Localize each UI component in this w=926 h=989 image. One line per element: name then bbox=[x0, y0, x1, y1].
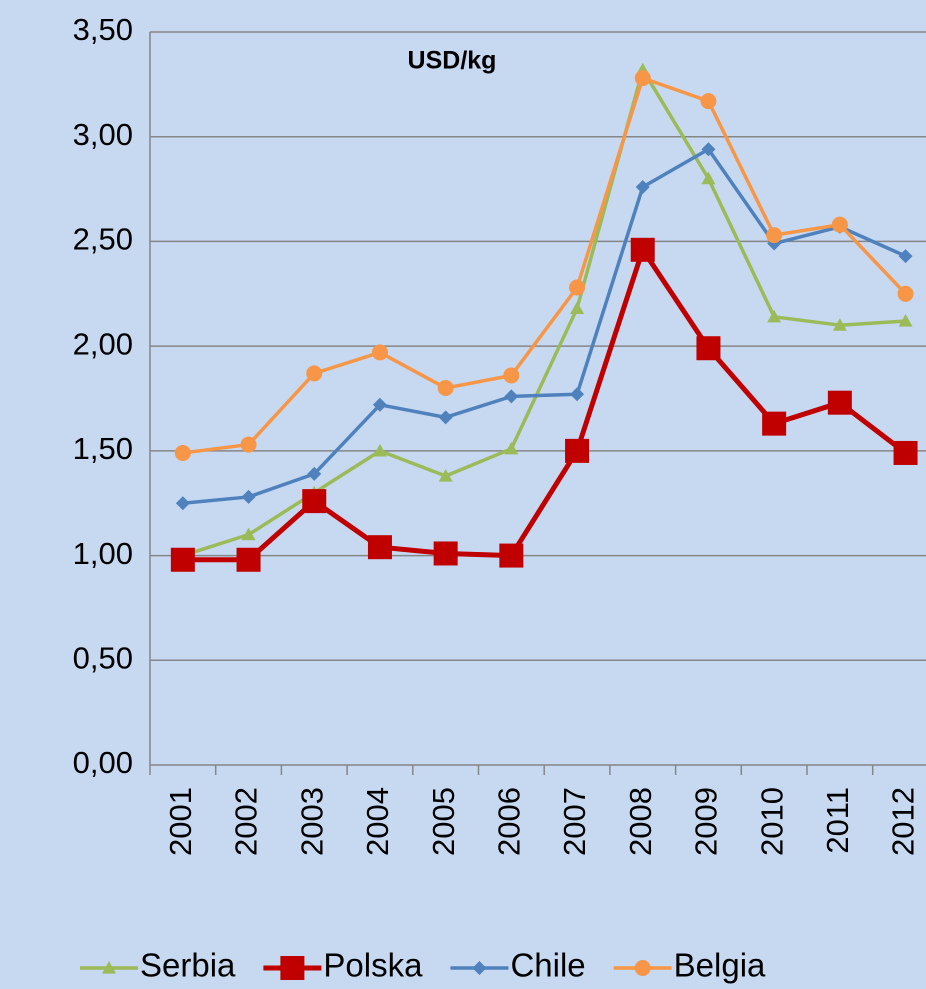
legend-label: Belgia bbox=[674, 947, 766, 984]
marker bbox=[174, 444, 191, 461]
marker bbox=[438, 468, 453, 482]
y-tick-label: 3,50 bbox=[73, 12, 133, 47]
y-tick-label: 2,00 bbox=[73, 326, 133, 361]
marker bbox=[499, 543, 524, 568]
y-tick-label: 2,50 bbox=[73, 222, 133, 257]
marker bbox=[371, 344, 388, 361]
marker bbox=[762, 411, 787, 436]
marker bbox=[701, 142, 716, 157]
x-tick-label: 2005 bbox=[426, 787, 461, 856]
marker bbox=[170, 547, 195, 572]
x-tick-label: 2006 bbox=[492, 787, 527, 856]
marker bbox=[827, 390, 852, 415]
marker bbox=[240, 436, 257, 453]
x-tick-label: 2007 bbox=[557, 787, 592, 856]
legend-item: Chile bbox=[450, 947, 586, 984]
marker bbox=[898, 249, 913, 264]
marker bbox=[372, 397, 387, 412]
marker bbox=[893, 440, 918, 465]
marker bbox=[570, 301, 585, 315]
marker bbox=[306, 365, 323, 382]
marker bbox=[280, 956, 305, 980]
x-tick-label: 2004 bbox=[360, 787, 395, 856]
marker bbox=[767, 309, 782, 323]
chart-title: USD/kg bbox=[408, 47, 497, 75]
marker bbox=[175, 496, 190, 511]
series-line bbox=[182, 76, 907, 455]
marker bbox=[504, 389, 519, 404]
marker bbox=[766, 227, 783, 244]
marker bbox=[102, 961, 116, 974]
x-tick-label: 2010 bbox=[754, 787, 789, 856]
x-tick-label: 2012 bbox=[886, 787, 921, 856]
marker bbox=[700, 93, 717, 110]
marker bbox=[831, 216, 848, 233]
marker bbox=[307, 466, 322, 481]
legend-item: Serbia bbox=[80, 947, 236, 984]
x-tick-label: 2008 bbox=[623, 787, 658, 856]
marker bbox=[504, 441, 519, 455]
marker bbox=[630, 237, 655, 262]
marker bbox=[897, 285, 914, 302]
marker bbox=[832, 318, 847, 331]
marker bbox=[634, 960, 651, 976]
marker bbox=[302, 489, 327, 514]
x-tick-label: 2002 bbox=[229, 787, 264, 856]
marker bbox=[372, 443, 387, 457]
marker bbox=[634, 70, 651, 87]
marker bbox=[437, 380, 454, 397]
marker bbox=[570, 387, 585, 402]
y-tick-label: 0,50 bbox=[73, 640, 133, 675]
marker bbox=[635, 179, 650, 194]
x-tick-label: 2003 bbox=[294, 787, 329, 856]
marker bbox=[433, 541, 458, 566]
marker bbox=[898, 314, 913, 327]
x-tick-label: 2009 bbox=[689, 787, 724, 856]
marker bbox=[696, 336, 721, 361]
marker bbox=[472, 961, 487, 975]
y-tick-label: 1,00 bbox=[73, 536, 133, 571]
marker bbox=[569, 279, 586, 296]
legend-item: Polska bbox=[263, 947, 423, 984]
legend-label: Serbia bbox=[140, 947, 236, 984]
marker bbox=[241, 527, 256, 541]
marker bbox=[236, 547, 261, 572]
marker bbox=[367, 535, 392, 560]
marker bbox=[503, 367, 520, 384]
y-tick-label: 3,00 bbox=[73, 117, 133, 152]
series-line bbox=[182, 147, 907, 505]
legend-label: Polska bbox=[323, 947, 423, 984]
y-tick-label: 1,50 bbox=[73, 431, 133, 466]
marker bbox=[565, 438, 590, 463]
marker bbox=[438, 410, 453, 425]
x-tick-label: 2001 bbox=[163, 787, 198, 856]
marker bbox=[241, 489, 256, 504]
legend-label: Chile bbox=[510, 947, 585, 984]
x-tick-label: 2011 bbox=[820, 787, 855, 854]
y-tick-label: 0,00 bbox=[73, 745, 133, 780]
marker bbox=[701, 171, 716, 185]
legend-item: Belgia bbox=[613, 947, 766, 984]
